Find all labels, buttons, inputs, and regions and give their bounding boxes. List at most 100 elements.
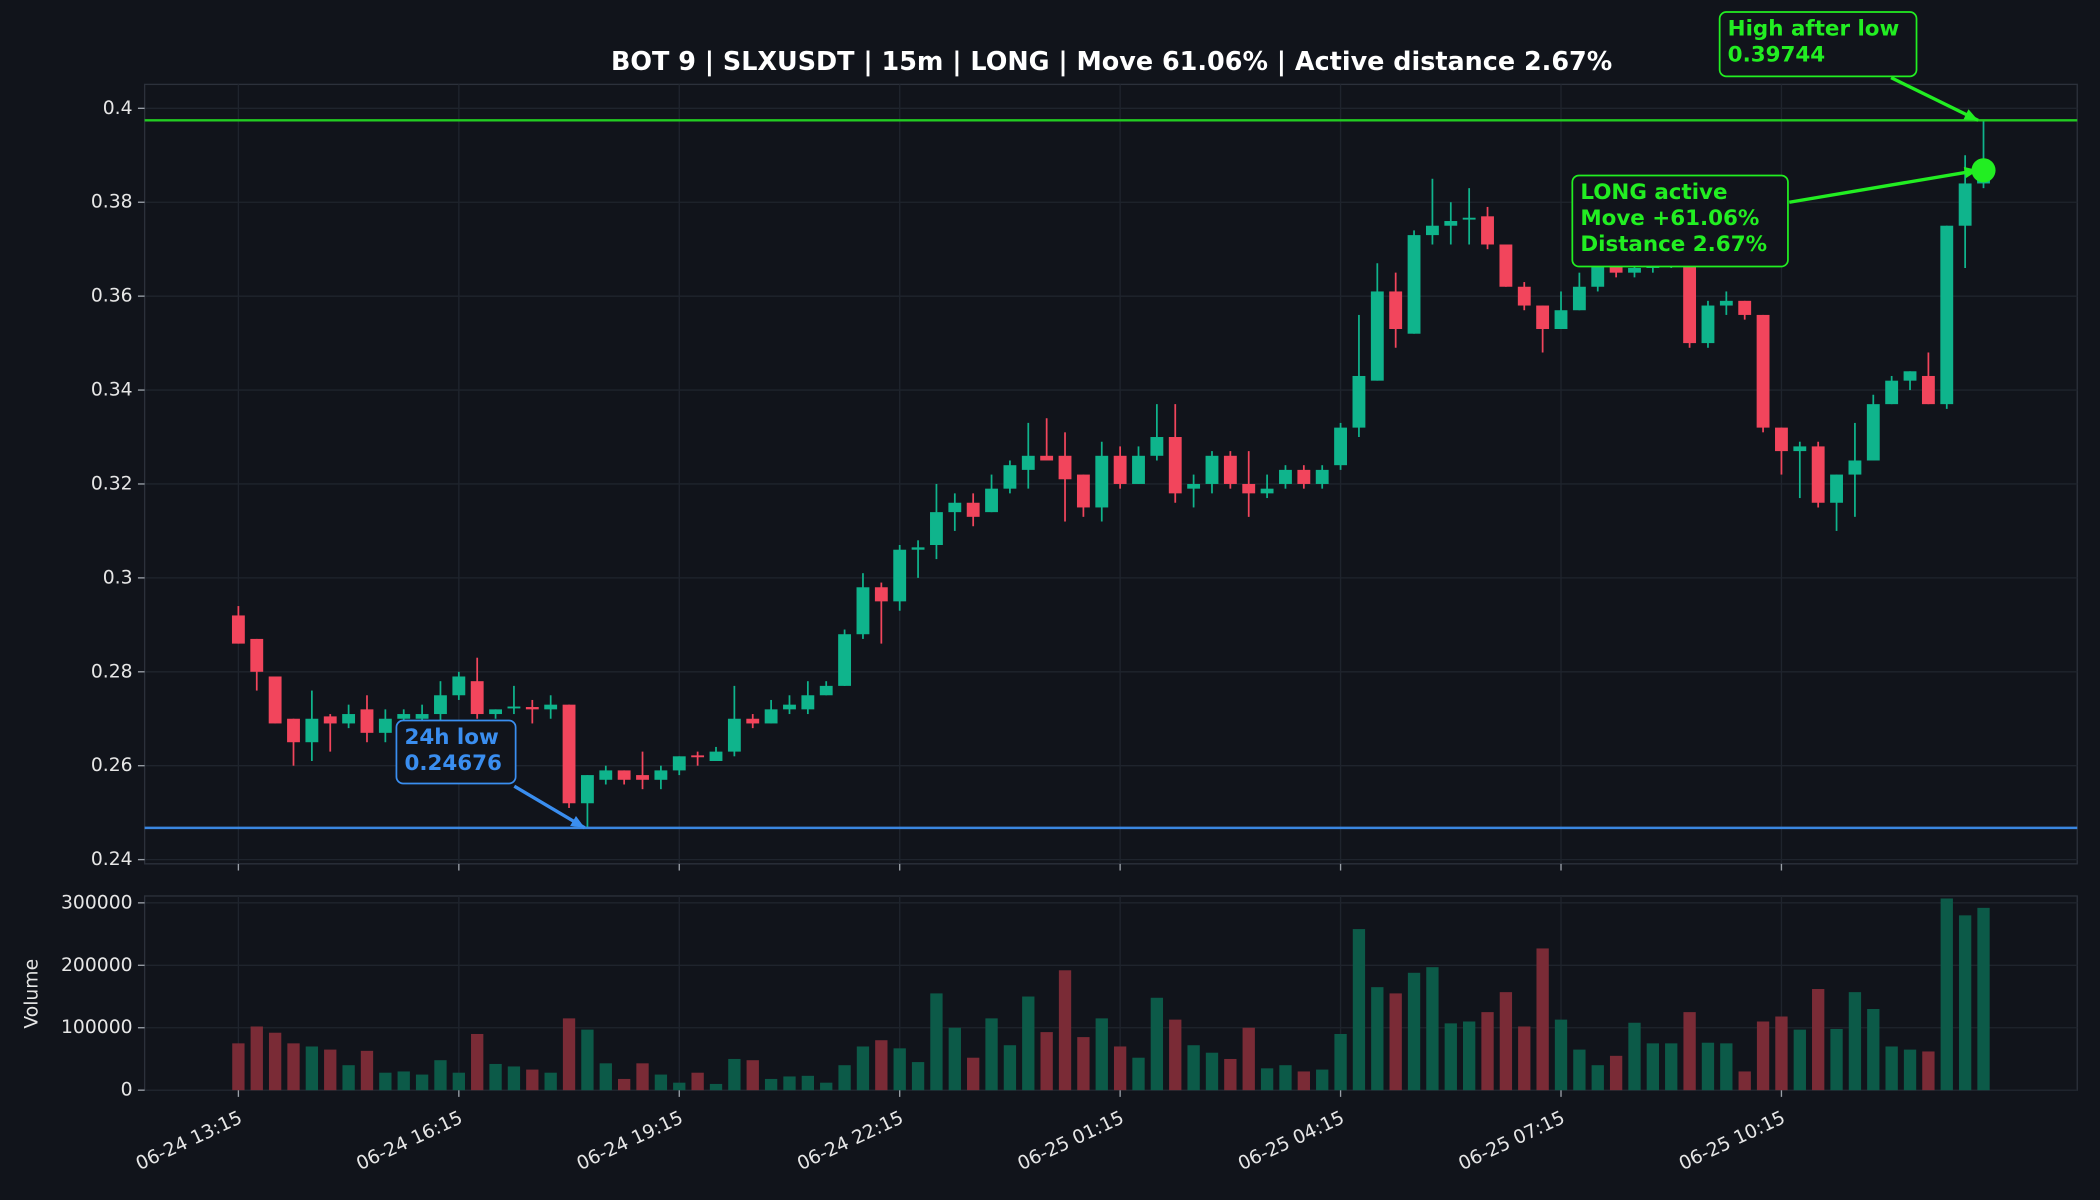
volume-panel [143,895,2078,1091]
y-tick-label: 0.36 [91,286,133,307]
candle-body [1297,469,1311,484]
candle-body [1903,371,1917,381]
candle-body [1719,300,1733,306]
candle-body [1775,427,1788,452]
y-tick-label: 0.24 [91,849,133,870]
volume-bar [985,1018,998,1091]
volume-bar [250,1026,263,1091]
candle-body [1462,217,1476,220]
volume-bar [856,1046,870,1091]
candle-body [1756,314,1770,428]
candle-body [1481,216,1494,245]
volume-bar [1371,987,1384,1091]
volume-bar [434,1060,447,1091]
candle-body [1444,221,1458,226]
volume-bar [1334,1033,1347,1091]
candle-body [525,707,539,710]
annotation-arrow [513,784,586,830]
candle-body [1223,455,1237,484]
candle-body [654,770,668,780]
candle-body [360,709,374,733]
candle-body [1334,427,1347,466]
candle-body [305,718,319,743]
candle-body [1076,474,1090,508]
volume-bar [1720,1043,1733,1091]
volume-bar [1352,929,1366,1091]
volume-bar [728,1058,741,1091]
volume-bar [305,1046,319,1091]
volume-bar [1003,1045,1017,1091]
candle-body [287,718,300,743]
candle-body [727,718,741,752]
candle-body [709,751,723,762]
y-axis-label: Volume [22,959,43,1029]
candle-body [1866,404,1880,461]
volume-bar [1775,1016,1788,1091]
candle-body [1830,474,1843,503]
candle-body [1921,375,1935,405]
volume-bar [471,1033,484,1091]
annotation-text: 0.24676 [404,751,501,776]
candle-body [378,718,392,733]
candle-body [599,770,613,780]
volume-bar [1242,1027,1255,1091]
candle-body [801,695,815,710]
volume-bar [893,1048,906,1091]
volume-bar [1683,1012,1696,1091]
volume-bar [1205,1052,1219,1091]
volume-bar [1756,1021,1770,1091]
candle-body [966,502,980,517]
volume-bar [1848,992,1862,1091]
volume-bar [967,1057,980,1091]
candle-body [856,587,870,635]
volume-bar [1738,1071,1751,1091]
volume-bar [1591,1065,1604,1091]
volume-bar [1922,1051,1935,1091]
volume-bar [875,1040,888,1091]
candle-body [1554,310,1568,330]
candle-body [1572,286,1586,311]
volume-bar [1462,1021,1476,1091]
candle-body [746,718,760,724]
candle-body [1738,300,1752,315]
candle-body [636,775,649,780]
annotation-box [1718,11,1918,78]
volume-bar [562,1018,576,1091]
volume-bar [1536,948,1549,1091]
candle-body [930,512,943,546]
candle-body [1040,455,1054,461]
volume-bar [1609,1055,1623,1091]
candle-body [323,716,337,724]
candle-body [562,704,576,804]
candle-body [342,714,356,724]
volume-bar [1444,1023,1457,1091]
volume-bar [1977,907,1990,1091]
candle-body [250,638,264,672]
candle-body [1242,483,1256,494]
candle-body [434,695,447,715]
volume-bar [1940,898,1953,1091]
candle-body [397,714,411,719]
candle-body [268,676,282,724]
candle-body [1132,455,1145,484]
volume-bar [636,1063,649,1091]
volume-bar [691,1072,704,1091]
volume-bar [764,1078,778,1091]
candle-body [617,770,631,780]
annotation-text: 24h low [404,725,499,750]
volume-bar [1224,1058,1237,1091]
y-tick-label: 0.34 [91,380,133,401]
candle-body [1370,291,1384,381]
volume-bar [1113,1046,1127,1091]
annotation-text: 0.39744 [1728,43,1826,68]
annotation-arrowhead [1963,109,1979,121]
volume-bar [526,1069,539,1091]
volume-bar [1095,1018,1108,1091]
candle-body [1095,455,1109,508]
candle-body [1021,455,1035,470]
y-tick-label: 0.32 [91,473,133,494]
y-tick-label: 300000 [61,892,133,913]
y-tick-label: 0.38 [91,192,133,213]
y-tick-label: 0.26 [91,755,133,776]
candle-body [911,547,925,550]
